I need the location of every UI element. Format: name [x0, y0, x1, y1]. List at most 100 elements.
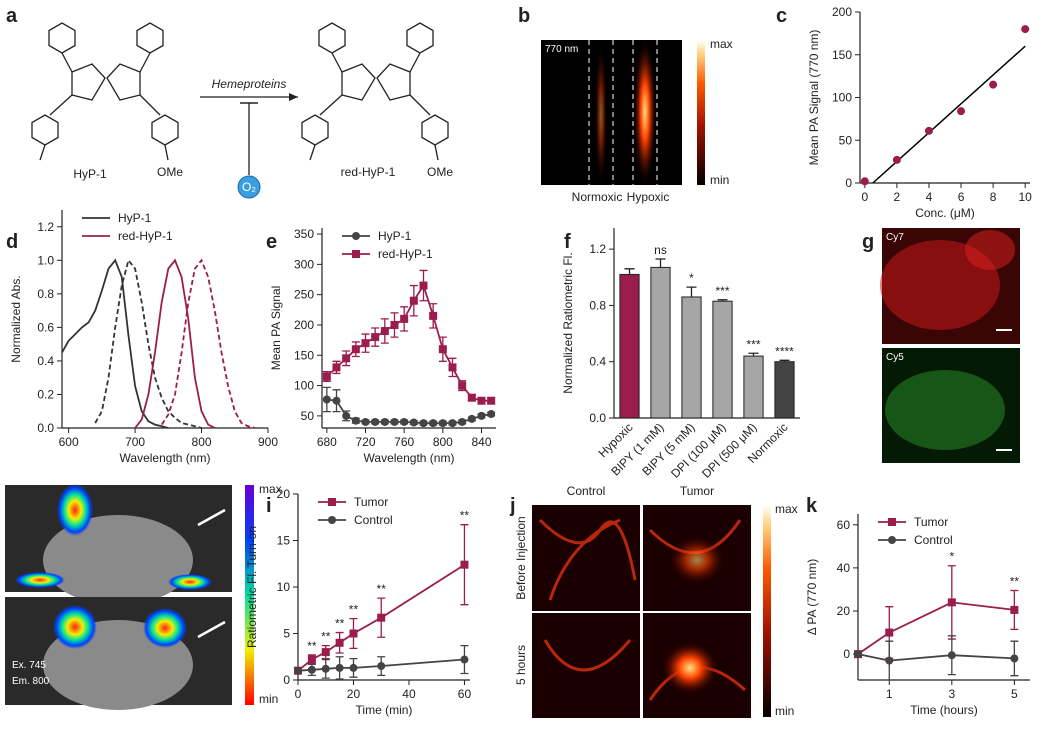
legend-label: HyP-1	[118, 211, 152, 225]
x-tick-label: 8	[990, 190, 997, 204]
y-axis-label: Normalized Abs.	[9, 275, 23, 362]
x-axis-label: Conc. (μM)	[915, 206, 975, 220]
legend-label: Tumor	[914, 515, 948, 529]
colorbar	[245, 485, 254, 705]
x-tick-label: 760	[394, 435, 414, 449]
column-label: Control	[567, 484, 606, 498]
ring	[151, 114, 179, 146]
y-tick-label: 0.8	[37, 287, 54, 301]
compound-name: HyP-1	[73, 167, 107, 181]
marker	[335, 638, 344, 647]
marker	[400, 417, 409, 426]
ring	[318, 22, 346, 54]
error-bar	[655, 258, 666, 268]
x-tick-label: 2	[894, 190, 901, 204]
marker	[361, 417, 370, 426]
point	[924, 126, 933, 135]
x-tick-label: 4	[926, 190, 933, 204]
significance: **	[307, 639, 317, 653]
ring	[31, 114, 59, 146]
legend-marker	[888, 536, 896, 544]
panel-label: e	[266, 231, 277, 253]
marker	[380, 417, 389, 426]
channel-label: Cy7	[886, 232, 904, 243]
x-tick-label: 40	[402, 687, 416, 701]
x-tick-label: 680	[317, 435, 337, 449]
marker	[448, 419, 457, 428]
y-tick-label: 1.2	[37, 220, 54, 234]
bar	[743, 355, 764, 419]
signal	[595, 45, 607, 185]
marker	[342, 354, 351, 363]
signal	[168, 574, 212, 590]
significance: *	[949, 550, 954, 564]
significance: **	[377, 582, 387, 596]
marker	[321, 648, 330, 657]
marker	[409, 296, 418, 305]
x-tick-label: 3	[948, 687, 955, 701]
marker	[429, 311, 438, 320]
colorbar	[697, 40, 705, 185]
legend-label: red-HyP-1	[118, 229, 173, 243]
bonds	[39, 52, 169, 161]
point	[860, 177, 869, 186]
colorbar-label: min	[710, 173, 729, 187]
y-tick-label: 250	[294, 288, 314, 302]
y-tick-label: 300	[294, 257, 314, 271]
marker	[361, 339, 370, 348]
x-tick-label: 700	[125, 435, 145, 449]
x-axis-label: Time (hours)	[910, 703, 978, 717]
image-label: Hypoxic	[627, 190, 670, 204]
y-tick-label: 0	[843, 647, 850, 661]
signal	[57, 484, 93, 536]
colorbar-label: max	[775, 502, 798, 516]
point	[1021, 25, 1030, 34]
legend-label: Control	[354, 513, 393, 527]
error-bar	[779, 359, 790, 362]
marker	[885, 656, 894, 665]
panel-label: b	[518, 5, 530, 27]
point	[892, 155, 901, 164]
signal	[53, 605, 97, 649]
error-bar	[717, 299, 728, 302]
legend-marker	[352, 232, 360, 240]
image-note: Ex. 745	[12, 660, 46, 671]
marker	[477, 396, 486, 405]
x-tick-label: 800	[433, 435, 453, 449]
image-label: Normoxic	[572, 190, 623, 204]
point	[957, 107, 966, 116]
significance: **	[349, 603, 359, 617]
marker	[947, 598, 956, 607]
x-tick-label: 900	[258, 435, 278, 449]
marker	[409, 418, 418, 427]
panel-label: k	[806, 495, 818, 517]
y-tick-label: 0.2	[37, 387, 54, 401]
bar	[681, 296, 702, 419]
bar	[774, 361, 795, 419]
oxygen-icon	[237, 175, 261, 199]
marker	[377, 662, 386, 671]
marker	[419, 281, 428, 290]
y-tick-label: 5	[283, 627, 290, 641]
series-line	[160, 258, 255, 429]
y-tick-label: 150	[294, 348, 314, 362]
x-axis-label: Wavelength (nm)	[364, 451, 455, 465]
significance: ****	[775, 344, 794, 358]
y-axis-label: Mean PA Signal	[269, 286, 283, 371]
significance: **	[335, 617, 345, 631]
marker	[885, 628, 894, 637]
substituent: OMe	[427, 165, 453, 179]
mouse	[43, 515, 193, 605]
legend-marker	[888, 518, 896, 526]
y-tick-label: 15	[277, 534, 291, 548]
y-tick-label: 40	[837, 561, 851, 575]
marker	[854, 650, 862, 659]
marker	[487, 410, 496, 419]
marker	[371, 417, 380, 426]
y-tick-label: 200	[832, 5, 852, 19]
panel-label: g	[862, 231, 874, 253]
y-axis-label: Ratiometric Fl. Turn-on	[245, 526, 259, 648]
marker	[390, 320, 399, 329]
x-tick-label: 720	[355, 435, 375, 449]
